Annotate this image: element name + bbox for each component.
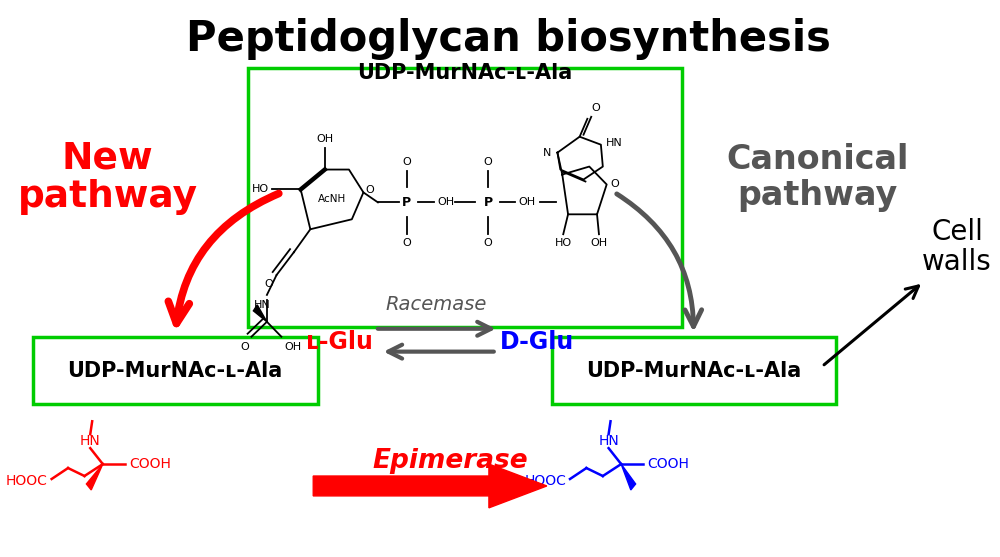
Polygon shape — [621, 464, 636, 490]
Text: OH: OH — [519, 197, 536, 207]
Text: O: O — [484, 238, 492, 248]
Text: N: N — [543, 148, 552, 158]
Text: O: O — [240, 341, 249, 351]
FancyBboxPatch shape — [248, 68, 682, 327]
Text: OH: OH — [316, 134, 333, 144]
Text: UDP-MurNAc-ʟ-Ala: UDP-MurNAc-ʟ-Ala — [586, 360, 801, 380]
Text: HN: HN — [606, 138, 622, 148]
Text: HO: HO — [555, 238, 572, 248]
Text: New
pathway: New pathway — [18, 140, 198, 215]
Text: O: O — [611, 179, 619, 189]
Text: Canonical
pathway: Canonical pathway — [726, 143, 908, 212]
Text: ʟ-Glu: ʟ-Glu — [306, 330, 373, 354]
Polygon shape — [313, 464, 547, 508]
Text: Peptidoglycan biosynthesis: Peptidoglycan biosynthesis — [186, 18, 831, 60]
Text: P: P — [402, 196, 411, 209]
Text: HOOC: HOOC — [6, 474, 48, 488]
Text: OH: OH — [438, 197, 455, 207]
Text: Epimerase: Epimerase — [372, 448, 528, 474]
FancyBboxPatch shape — [33, 337, 318, 404]
Text: O: O — [484, 157, 492, 167]
Text: D-Glu: D-Glu — [500, 330, 574, 354]
Text: Racemase: Racemase — [385, 295, 487, 314]
Text: O: O — [591, 103, 600, 113]
Text: HOOC: HOOC — [524, 474, 566, 488]
Text: AcNH: AcNH — [318, 194, 347, 204]
Text: OH: OH — [284, 341, 301, 351]
Text: COOH: COOH — [129, 457, 171, 471]
Text: HN: HN — [598, 434, 619, 448]
Text: OH: OH — [590, 238, 608, 248]
Text: P: P — [483, 196, 493, 209]
Text: UDP-MurNAc-ʟ-Ala: UDP-MurNAc-ʟ-Ala — [68, 360, 283, 380]
FancyBboxPatch shape — [552, 337, 836, 404]
Text: UDP-MurNAc-ʟ-Ala: UDP-MurNAc-ʟ-Ala — [357, 63, 572, 83]
Text: O: O — [402, 238, 411, 248]
Text: HO: HO — [252, 184, 269, 194]
Text: O: O — [365, 185, 374, 196]
Text: O: O — [402, 157, 411, 167]
Text: HN: HN — [254, 300, 270, 310]
Text: COOH: COOH — [647, 457, 689, 471]
Text: Cell
walls: Cell walls — [922, 218, 992, 276]
Text: O: O — [264, 279, 273, 289]
Polygon shape — [86, 464, 103, 490]
Polygon shape — [253, 305, 267, 322]
Text: HN: HN — [80, 434, 101, 448]
